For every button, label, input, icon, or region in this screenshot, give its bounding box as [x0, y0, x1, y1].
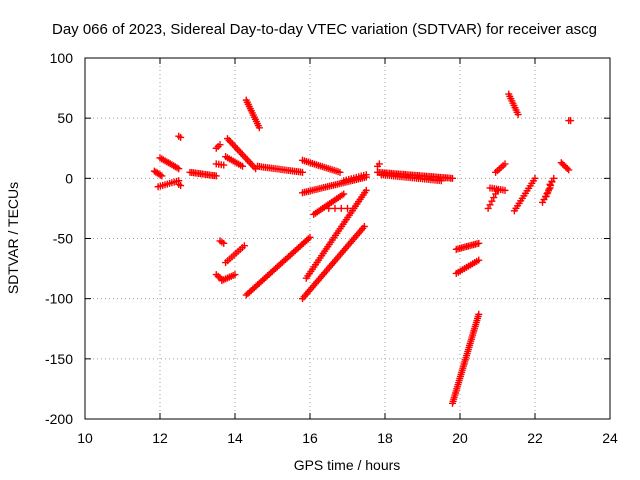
data-point: [501, 186, 509, 194]
data-point: [514, 111, 522, 119]
data-point: [492, 190, 500, 198]
data-point: [331, 204, 339, 212]
y-axis-label: SDTVAR / TECUs: [5, 182, 21, 294]
data-point: [216, 141, 224, 149]
data-point: [545, 185, 553, 193]
data-point: [231, 271, 239, 279]
data-point: [475, 256, 483, 264]
y-tick-label: -200: [45, 411, 73, 427]
data-point: [336, 168, 344, 176]
data-point: [255, 124, 263, 132]
data-point: [437, 177, 445, 185]
chart-title: Day 066 of 2023, Sidereal Day-to-day VTE…: [52, 21, 597, 38]
data-point: [550, 174, 558, 182]
x-tick-label: 12: [152, 430, 168, 446]
x-tick-label: 14: [227, 430, 243, 446]
data-point: [220, 239, 228, 247]
data-point: [344, 204, 351, 212]
data-point: [475, 239, 483, 247]
x-tick-label: 20: [452, 430, 468, 446]
data-point: [484, 204, 492, 212]
data-point: [362, 171, 370, 179]
x-tick-label: 16: [302, 430, 318, 446]
data-point: [475, 310, 483, 318]
data-point: [156, 171, 164, 179]
data-point: [360, 222, 368, 230]
y-tick-label: 0: [65, 170, 73, 186]
data-point: [177, 182, 185, 190]
y-tick-label: 50: [57, 110, 73, 126]
data-point: [531, 174, 539, 182]
data-point: [337, 204, 345, 212]
data-point: [488, 197, 496, 205]
data-point: [240, 242, 248, 250]
data-point: [375, 160, 383, 168]
plot-frame: [84, 57, 611, 420]
data-point: [306, 233, 314, 241]
y-tick-label: -50: [53, 231, 73, 247]
data-point: [563, 164, 571, 172]
data-point: [542, 192, 550, 200]
data-point: [177, 133, 185, 141]
data-point: [212, 172, 220, 180]
x-tick-label: 10: [77, 430, 93, 446]
y-tick-label: 100: [50, 50, 74, 66]
x-axis-label: GPS time / hours: [294, 457, 401, 473]
data-point: [325, 204, 333, 212]
data-point: [340, 190, 348, 198]
x-tick-label: 22: [527, 430, 543, 446]
y-tick-label: -150: [45, 351, 73, 367]
data-point: [567, 117, 575, 125]
data-point: [158, 172, 166, 180]
data-point: [299, 168, 306, 176]
y-axis-ticks: -200 -150 -100 -50 0 50 100: [45, 50, 610, 427]
y-tick-label: -100: [45, 291, 73, 307]
x-tick-label: 18: [377, 430, 393, 446]
data-point: [175, 165, 183, 173]
data-point: [544, 189, 552, 197]
data-point: [362, 186, 370, 194]
data-point: [220, 161, 228, 169]
grid-lines: [85, 58, 610, 419]
data-point: [565, 166, 573, 174]
data-point: [239, 162, 246, 170]
data-point: [449, 174, 456, 182]
data-points: [150, 90, 575, 407]
x-tick-label: 24: [602, 430, 618, 446]
data-point: [486, 201, 494, 209]
data-point: [501, 160, 509, 168]
x-axis-ticks: 10 12 14 16 18 20 22 24: [77, 58, 618, 446]
data-point: [490, 194, 498, 202]
